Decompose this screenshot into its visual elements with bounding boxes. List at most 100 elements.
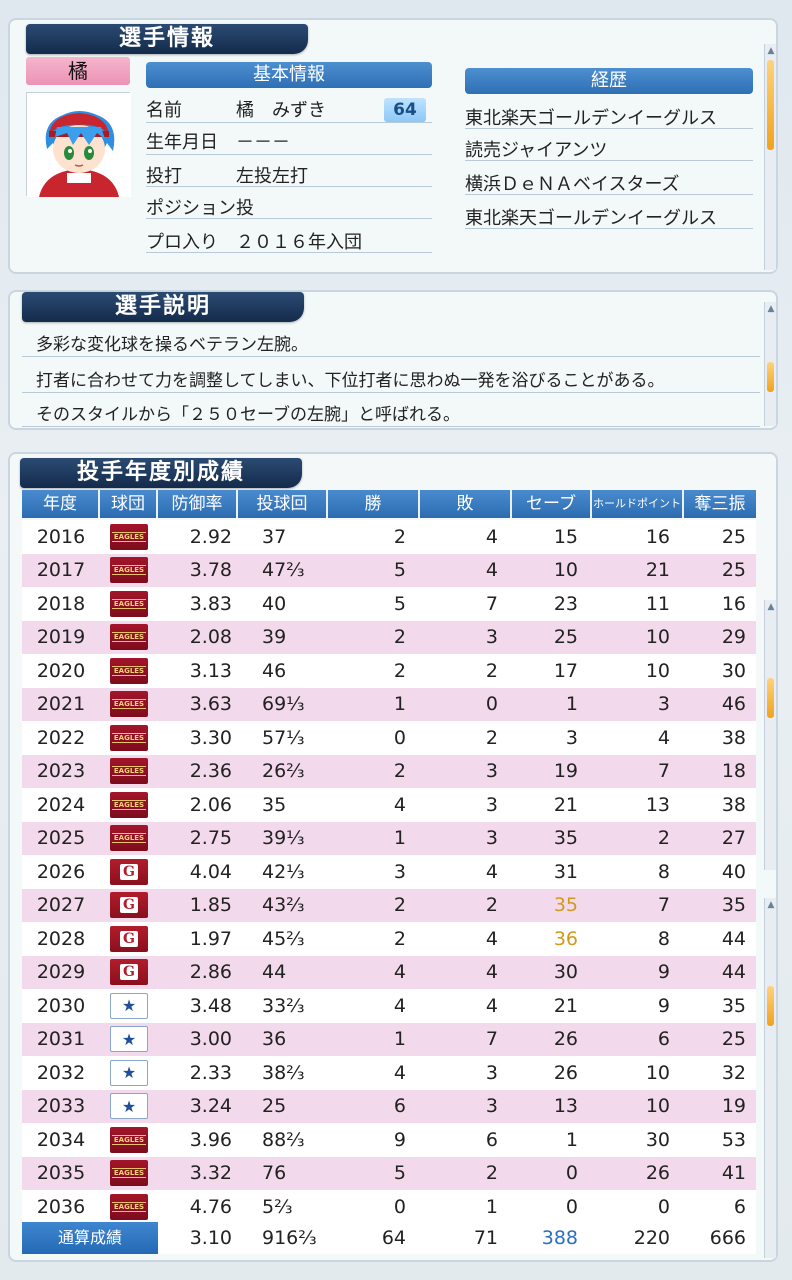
cell-losses: 6 bbox=[485, 1128, 498, 1151]
cell-team: G bbox=[100, 858, 158, 885]
total-saves: 388 bbox=[541, 1227, 578, 1249]
team-logo-text: EAGLES bbox=[111, 598, 147, 609]
cell-losses: 4 bbox=[485, 961, 498, 984]
divider bbox=[22, 426, 760, 427]
cell-losses: 4 bbox=[485, 860, 498, 883]
cell-saves: 1 bbox=[565, 693, 578, 716]
cell-hold-points: 7 bbox=[657, 894, 670, 917]
cell-strikeouts: 35 bbox=[721, 994, 746, 1017]
cell-hold-points: 2 bbox=[657, 827, 670, 850]
team-logo-icon: EAGLES bbox=[110, 657, 148, 684]
cell-saves: 0 bbox=[565, 1195, 578, 1218]
scroll-thumb[interactable] bbox=[767, 986, 774, 1026]
cell-era: 3.83 bbox=[189, 592, 232, 615]
cell-year: 2026 bbox=[36, 860, 86, 883]
description-line: 多彩な変化球を操るベテラン左腕。 bbox=[36, 335, 308, 355]
basic-info-header: 基本情報 bbox=[146, 62, 432, 88]
info-label: 生年月日 bbox=[146, 132, 218, 153]
player-name-tag: 橘 bbox=[26, 57, 130, 85]
divider bbox=[146, 218, 432, 219]
team-logo-icon: EAGLES bbox=[110, 691, 148, 718]
cell-ip: 42⅓ bbox=[262, 860, 305, 883]
career-scrollbar[interactable]: ▲ bbox=[764, 44, 776, 270]
avatar-portrait-icon bbox=[27, 93, 131, 197]
career-item: 東北楽天ゴールデンイーグルス bbox=[465, 108, 717, 129]
cell-team: EAGLES bbox=[100, 724, 158, 751]
total-label: 通算成績 bbox=[22, 1222, 158, 1254]
team-logo-icon: EAGLES bbox=[110, 1193, 148, 1220]
cell-ip: 47⅔ bbox=[262, 559, 305, 582]
cell-team: EAGLES bbox=[100, 791, 158, 818]
cell-wins: 5 bbox=[393, 1162, 406, 1185]
team-logo-text: G bbox=[120, 964, 138, 981]
team-logo-icon: EAGLES bbox=[110, 624, 148, 651]
table-row: 2020 EAGLES 3.13 46 2 2 17 10 30 bbox=[22, 654, 756, 688]
total-era: 3.10 bbox=[189, 1227, 232, 1249]
career-item: 東北楽天ゴールデンイーグルス bbox=[465, 208, 717, 229]
stats-scrollbar-2[interactable]: ▲ bbox=[764, 898, 776, 1258]
scroll-up-icon[interactable]: ▲ bbox=[767, 304, 775, 314]
cell-losses: 3 bbox=[485, 793, 498, 816]
info-label: 名前 bbox=[146, 100, 182, 121]
cell-era: 3.00 bbox=[189, 1028, 232, 1051]
cell-saves: 10 bbox=[553, 559, 578, 582]
cell-hold-points: 9 bbox=[657, 961, 670, 984]
cell-hold-points: 21 bbox=[645, 559, 670, 582]
team-logo-icon: EAGLES bbox=[110, 557, 148, 584]
info-value: 投 bbox=[236, 198, 254, 219]
team-logo-text: G bbox=[120, 863, 138, 880]
cell-era: 2.86 bbox=[189, 961, 232, 984]
cell-year: 2025 bbox=[36, 827, 86, 850]
cell-losses: 4 bbox=[485, 994, 498, 1017]
team-logo-icon: EAGLES bbox=[110, 724, 148, 751]
cell-team: EAGLES bbox=[100, 657, 158, 684]
cell-year: 2023 bbox=[36, 760, 86, 783]
header-wins: 勝 bbox=[328, 490, 420, 518]
total-strikeouts: 666 bbox=[709, 1227, 746, 1249]
scroll-up-icon[interactable]: ▲ bbox=[767, 602, 775, 612]
cell-team: ★ bbox=[100, 1026, 158, 1053]
scroll-thumb[interactable] bbox=[767, 362, 774, 392]
cell-strikeouts: 41 bbox=[721, 1162, 746, 1185]
cell-losses: 7 bbox=[485, 1028, 498, 1051]
stats-scrollbar-1[interactable]: ▲ bbox=[764, 600, 776, 870]
table-row: 2023 EAGLES 2.36 26⅔ 2 3 19 7 18 bbox=[22, 754, 756, 788]
cell-team: EAGLES bbox=[100, 557, 158, 584]
scroll-up-icon[interactable]: ▲ bbox=[767, 900, 775, 910]
cell-strikeouts: 18 bbox=[721, 760, 746, 783]
table-row: 2032 ★ 2.33 38⅔ 4 3 26 10 32 bbox=[22, 1056, 756, 1090]
cell-ip: 39 bbox=[262, 626, 287, 649]
cell-losses: 1 bbox=[485, 1195, 498, 1218]
cell-losses: 4 bbox=[485, 525, 498, 548]
cell-saves: 15 bbox=[553, 525, 578, 548]
team-logo-text: EAGLES bbox=[111, 665, 147, 676]
cell-ip: 69⅓ bbox=[262, 693, 305, 716]
cell-era: 4.76 bbox=[189, 1195, 232, 1218]
cell-saves: 31 bbox=[553, 860, 578, 883]
cell-team: G bbox=[100, 892, 158, 919]
divider bbox=[465, 128, 753, 129]
cell-era: 3.78 bbox=[189, 559, 232, 582]
divider bbox=[465, 194, 753, 195]
divider bbox=[465, 228, 753, 229]
table-row: 2025 EAGLES 2.75 39⅓ 1 3 35 2 27 bbox=[22, 821, 756, 855]
scroll-thumb[interactable] bbox=[767, 60, 774, 150]
cell-hold-points: 10 bbox=[645, 626, 670, 649]
team-logo-text: EAGLES bbox=[111, 1168, 147, 1179]
cell-hold-points: 8 bbox=[657, 860, 670, 883]
cell-year: 2028 bbox=[36, 927, 86, 950]
table-row: 2018 EAGLES 3.83 40 5 7 23 11 16 bbox=[22, 587, 756, 621]
scroll-up-icon[interactable]: ▲ bbox=[767, 46, 775, 56]
description-scrollbar[interactable]: ▲ bbox=[764, 302, 776, 426]
cell-losses: 2 bbox=[485, 659, 498, 682]
cell-wins: 0 bbox=[393, 1195, 406, 1218]
cell-wins: 2 bbox=[393, 525, 406, 548]
info-value: 橘 みずき bbox=[236, 100, 326, 121]
scroll-thumb[interactable] bbox=[767, 678, 774, 718]
team-logo-icon: EAGLES bbox=[110, 1126, 148, 1153]
cell-era: 2.33 bbox=[189, 1061, 232, 1084]
cell-strikeouts: 38 bbox=[721, 726, 746, 749]
team-logo-text: EAGLES bbox=[111, 833, 147, 844]
cell-ip: 37 bbox=[262, 525, 287, 548]
header-saves: セーブ bbox=[512, 490, 592, 518]
